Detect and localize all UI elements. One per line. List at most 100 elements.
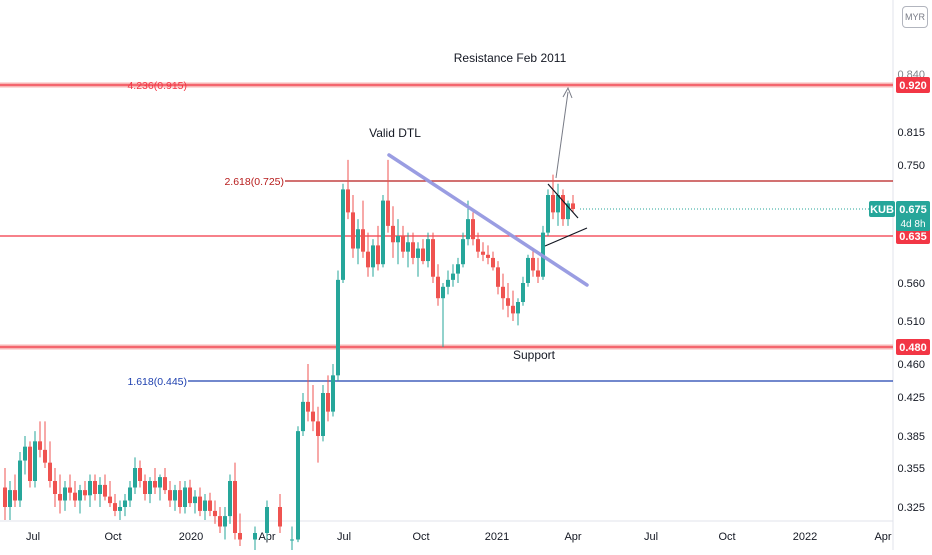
candle-body <box>546 195 550 233</box>
candle-body <box>133 468 137 488</box>
candle-body <box>551 195 555 213</box>
candle-body <box>381 200 385 265</box>
candle-body <box>336 279 340 376</box>
candle-body <box>33 441 37 481</box>
candle-body <box>321 393 325 436</box>
candle-body <box>278 507 282 527</box>
candle-body <box>138 468 142 481</box>
y-tick-label: 0.325 <box>897 502 925 514</box>
fib-level-label: 4.236(0.915) <box>127 80 187 92</box>
candle-body <box>461 239 465 265</box>
currency-label[interactable]: MYR <box>902 6 928 28</box>
price-badge <box>896 77 930 93</box>
candle-body <box>391 225 395 243</box>
candle-body <box>103 484 107 497</box>
y-tick-label: 0.425 <box>897 392 925 404</box>
y-tick-label: 0.460 <box>897 359 925 371</box>
price-badge <box>896 228 930 244</box>
arrow-head <box>562 86 573 99</box>
candle-body <box>63 487 67 501</box>
candle-body <box>48 462 52 481</box>
candle-body <box>290 539 294 541</box>
candle-body <box>561 195 565 220</box>
y-tick-label: 0.355 <box>897 463 925 475</box>
candle-body <box>253 533 257 540</box>
candle-body <box>53 481 57 494</box>
candle-body <box>386 200 390 226</box>
candle-body <box>526 257 530 283</box>
y-tick-label: 0.815 <box>897 127 925 139</box>
candle-body <box>18 460 22 501</box>
candle-body <box>346 189 350 213</box>
candle-body <box>326 393 330 412</box>
candle-body <box>366 251 370 268</box>
y-tick-label: 0.560 <box>897 278 925 290</box>
candle-body <box>426 239 430 262</box>
candle-body <box>198 496 202 511</box>
candle-body <box>73 492 77 501</box>
candle-body <box>356 229 360 249</box>
chart-annotation: Support <box>513 348 556 362</box>
candle-body <box>431 239 435 277</box>
candle-body <box>396 236 400 243</box>
chart-annotation: Resistance Feb 2011 <box>454 51 567 65</box>
candle-body <box>238 533 242 540</box>
arrow-shaft <box>555 91 569 179</box>
countdown-label: 4d 8h <box>900 219 925 230</box>
candle-body <box>491 257 495 268</box>
candle-body <box>306 401 310 412</box>
candle-body <box>466 219 470 240</box>
price-badge-label: 0.920 <box>899 80 927 92</box>
candle-body <box>153 481 157 488</box>
x-tick-label: 2022 <box>793 531 817 543</box>
candle-body <box>446 279 450 287</box>
price-badge-label: 0.480 <box>899 342 927 354</box>
candle-body <box>516 302 520 314</box>
candle-body <box>421 248 425 262</box>
candle-body <box>38 441 42 450</box>
candle-body <box>188 487 192 504</box>
x-tick-label: Apr <box>874 531 891 543</box>
x-tick-label: 2021 <box>485 531 509 543</box>
candle-body <box>233 481 237 533</box>
candle-body <box>436 276 440 299</box>
candle-body <box>456 264 460 274</box>
candle-body <box>78 490 82 501</box>
candle-body <box>203 500 207 511</box>
candle-body <box>501 286 505 299</box>
candle-body <box>8 490 12 507</box>
candle-body <box>193 496 197 504</box>
fib-level-label: 1.618(0.445) <box>127 376 187 388</box>
symbol-badge <box>869 201 895 217</box>
candle-body <box>406 242 410 252</box>
candle-body <box>163 477 167 491</box>
candle-body <box>208 500 212 511</box>
candle-body <box>506 298 510 306</box>
y-tick-label: 0.750 <box>897 160 925 172</box>
x-tick-label: 2020 <box>179 531 203 543</box>
candle-body <box>311 411 315 422</box>
candle-body <box>531 257 535 271</box>
candle-body <box>3 487 7 507</box>
candle-body <box>371 245 375 268</box>
candle-body <box>361 229 365 252</box>
candle-body <box>316 421 320 436</box>
candle-body <box>143 481 147 494</box>
candle-body <box>228 481 232 517</box>
candle-body <box>416 248 420 258</box>
candle-body <box>451 273 455 280</box>
candle-body <box>351 212 355 249</box>
candle-body <box>476 239 480 252</box>
candle-body <box>158 477 162 488</box>
triangle-upper-line <box>547 183 579 219</box>
candle-body <box>486 254 490 258</box>
x-tick-label: Jul <box>644 531 658 543</box>
candle-body <box>58 494 62 501</box>
candle-body <box>28 446 32 481</box>
symbol-badge-label: KUB <box>870 204 894 216</box>
candle-body <box>471 219 475 240</box>
dtl-trendline <box>387 153 589 287</box>
candle-body <box>301 401 305 432</box>
